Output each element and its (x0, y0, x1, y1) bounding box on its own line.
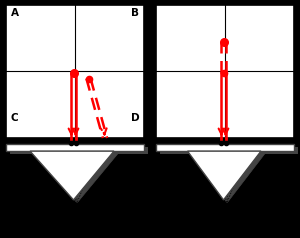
Bar (6, 5, 144, 138)
Text: D: D (131, 113, 140, 123)
Bar (10, 147, 148, 154)
Text: A: A (11, 8, 19, 18)
Bar (156, 5, 294, 138)
Polygon shape (34, 154, 118, 203)
Polygon shape (30, 151, 114, 200)
Bar (6, 144, 144, 151)
Bar (160, 147, 298, 154)
Text: B: B (131, 8, 140, 18)
Bar (156, 144, 294, 151)
Polygon shape (188, 151, 261, 200)
Polygon shape (191, 154, 265, 203)
Text: C: C (11, 113, 18, 123)
